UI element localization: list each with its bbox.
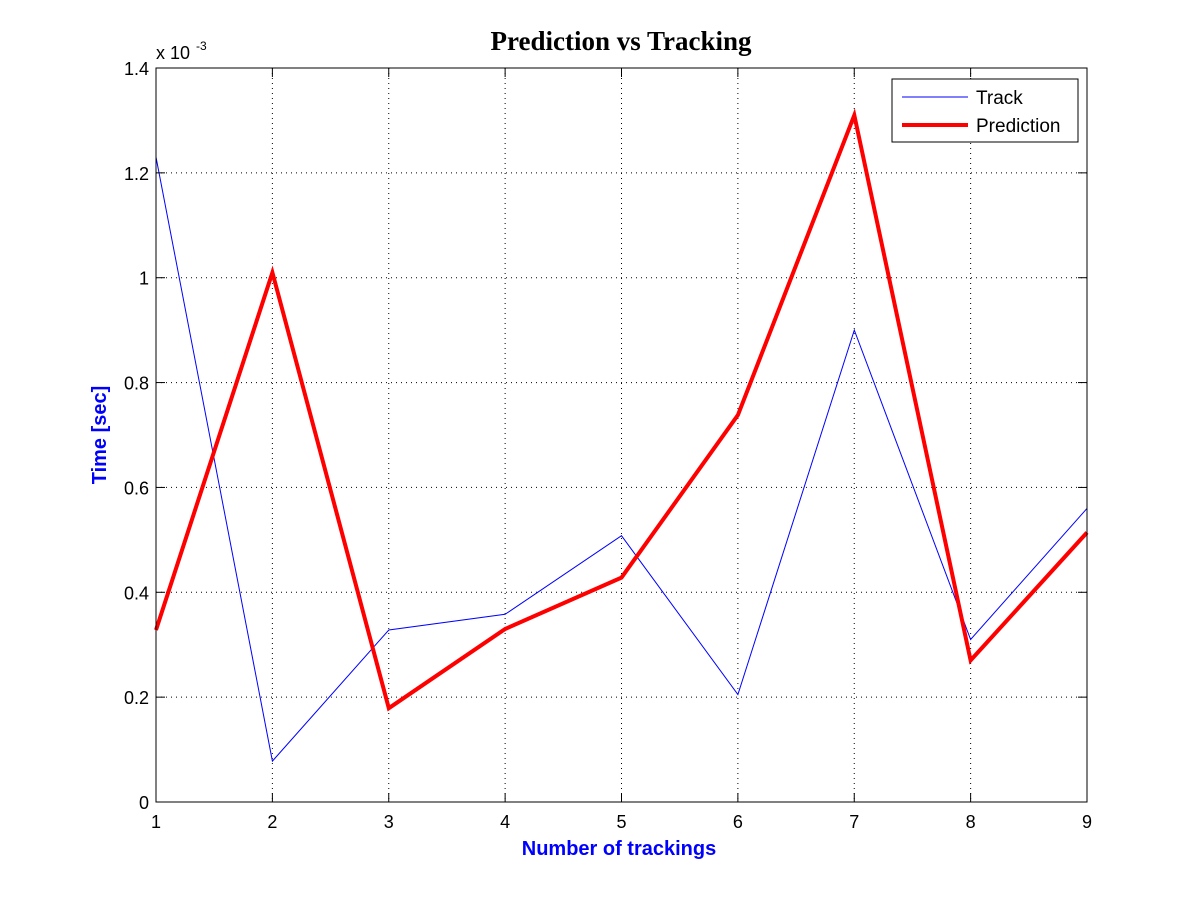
y-tick-label: 0.4 <box>124 583 149 603</box>
x-tick-label: 6 <box>733 812 743 832</box>
x-tick-label: 1 <box>151 812 161 832</box>
x-tick-label: 7 <box>849 812 859 832</box>
y-tick-label: 0.6 <box>124 478 149 498</box>
legend-label-prediction: Prediction <box>976 116 1061 137</box>
y-tick-label: 1.4 <box>124 59 149 79</box>
y-exponent-label: x 10 <box>156 43 190 63</box>
y-tick-label: 0 <box>139 793 149 813</box>
y-tick-label: 0.2 <box>124 688 149 708</box>
legend-label-track: Track <box>976 88 1023 109</box>
series-line-prediction <box>154 108 1089 712</box>
x-tick-label: 3 <box>384 812 394 832</box>
legend-box <box>891 78 1079 143</box>
x-axis-label: Number of trackings <box>522 838 716 860</box>
x-tick-label: 5 <box>616 812 626 832</box>
y-tick-label: 1 <box>139 269 149 289</box>
series-line-track <box>155 157 1088 763</box>
x-tick-label: 9 <box>1082 812 1092 832</box>
y-tick-label: 1.2 <box>124 164 149 184</box>
plot-area <box>156 68 1087 802</box>
x-tick-label: 8 <box>966 812 976 832</box>
x-tick-label: 2 <box>267 812 277 832</box>
chart-title: Prediction vs Tracking <box>490 26 752 56</box>
legend: Track Prediction <box>891 78 1079 143</box>
y-tick-label: 0.8 <box>124 374 149 394</box>
x-tick-label: 4 <box>500 812 510 832</box>
y-axis-label: Time [sec] <box>89 386 111 485</box>
ticks: 1 2 3 4 5 6 7 8 9 0 0.2 0.4 0.6 0.8 1 1.2 1.4 <box>124 59 1092 832</box>
y-exponent-power: -3 <box>196 39 207 53</box>
series-layer <box>154 108 1089 763</box>
